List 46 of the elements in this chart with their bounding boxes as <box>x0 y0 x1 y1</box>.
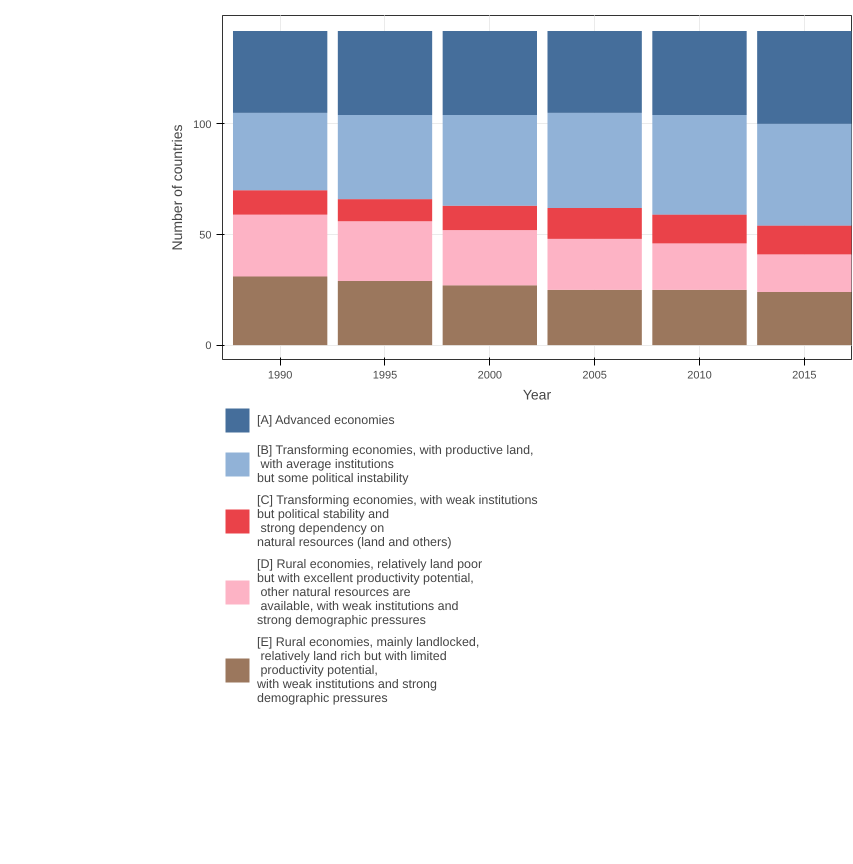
bar <box>338 115 432 200</box>
legend-label: [B] Transforming economies, with productive land, with average institutions but some political instability <box>257 443 534 485</box>
bar <box>232 276 328 346</box>
bar <box>652 214 747 244</box>
bar <box>757 30 852 124</box>
x-tick-label: 1990 <box>268 370 292 382</box>
y-tick-label: 100 <box>193 118 212 131</box>
bar <box>232 190 328 215</box>
y-axis-title: Number of countries <box>169 124 186 251</box>
x-tick-label: 2000 <box>478 370 502 382</box>
bar <box>232 214 328 277</box>
x-tick-label: 2010 <box>687 370 712 382</box>
bar <box>442 115 537 206</box>
bar <box>547 30 642 113</box>
bar <box>338 280 432 346</box>
bar <box>547 238 642 290</box>
x-tick-label: 1995 <box>372 370 398 382</box>
bar <box>338 199 432 222</box>
bar <box>547 208 642 239</box>
bar <box>442 30 537 116</box>
bar <box>757 254 852 292</box>
x-tick-label: 2015 <box>792 370 817 382</box>
bar <box>442 206 537 230</box>
bar <box>442 230 537 286</box>
bar <box>442 285 537 346</box>
bar <box>652 243 747 290</box>
bar <box>338 221 432 281</box>
bar <box>338 30 432 116</box>
x-tick-label: 2005 <box>582 370 607 382</box>
bar <box>757 124 852 226</box>
bar <box>757 292 852 346</box>
y-tick-label: 50 <box>199 230 212 242</box>
bar <box>652 290 747 346</box>
legend-label: [E] Rural economies, mainly landlocked, relatively land rich but with limited productivity potential, with weak institutions and strong demographic pressures <box>257 635 480 705</box>
y-tick-label: 0 <box>205 340 212 352</box>
legend-label: [A] Advanced economies <box>257 412 395 429</box>
bar <box>232 30 328 113</box>
bar <box>652 30 747 116</box>
legend-label: [C] Transforming economies, with weak institutions but political stability and strong dependency on natural resources (land and others) <box>257 493 538 549</box>
bar <box>652 115 747 215</box>
legend-label: [D] Rural economies, relatively land poor but with excellent productivity potential, other natural resources are available, with weak institutions and strong demographic pressures <box>257 557 482 627</box>
bar <box>232 112 328 190</box>
bar <box>757 226 852 254</box>
bar <box>547 290 642 346</box>
bar <box>547 112 642 208</box>
x-axis-title: Year <box>522 386 552 402</box>
